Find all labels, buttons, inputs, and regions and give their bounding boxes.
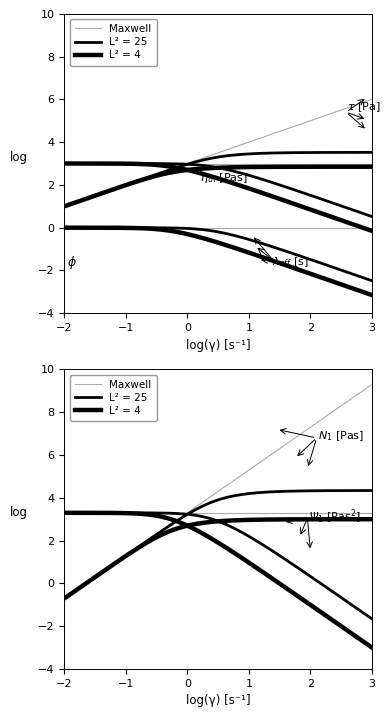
X-axis label: log(γ) [s⁻¹]: log(γ) [s⁻¹] [186,694,251,707]
X-axis label: log(γ) [s⁻¹]: log(γ) [s⁻¹] [186,338,251,351]
Text: $\Psi_1$ [Pas$^2$]: $\Psi_1$ [Pas$^2$] [308,507,361,526]
Text: $\phi$: $\phi$ [68,255,77,271]
Legend: Maxwell, L² = 25, L² = 4: Maxwell, L² = 25, L² = 4 [70,375,157,422]
Legend: Maxwell, L² = 25, L² = 4: Maxwell, L² = 25, L² = 4 [70,19,157,65]
Text: $N_1$ [Pas]: $N_1$ [Pas] [318,429,364,443]
Text: $\lambda_{eff}$ [s]: $\lambda_{eff}$ [s] [272,255,309,269]
Text: $\tau$ [Pa]: $\tau$ [Pa] [347,100,381,114]
Y-axis label: log: log [10,151,28,163]
Text: $\eta_{th}$ [Pas]: $\eta_{th}$ [Pas] [200,171,248,184]
Y-axis label: log: log [10,506,28,519]
